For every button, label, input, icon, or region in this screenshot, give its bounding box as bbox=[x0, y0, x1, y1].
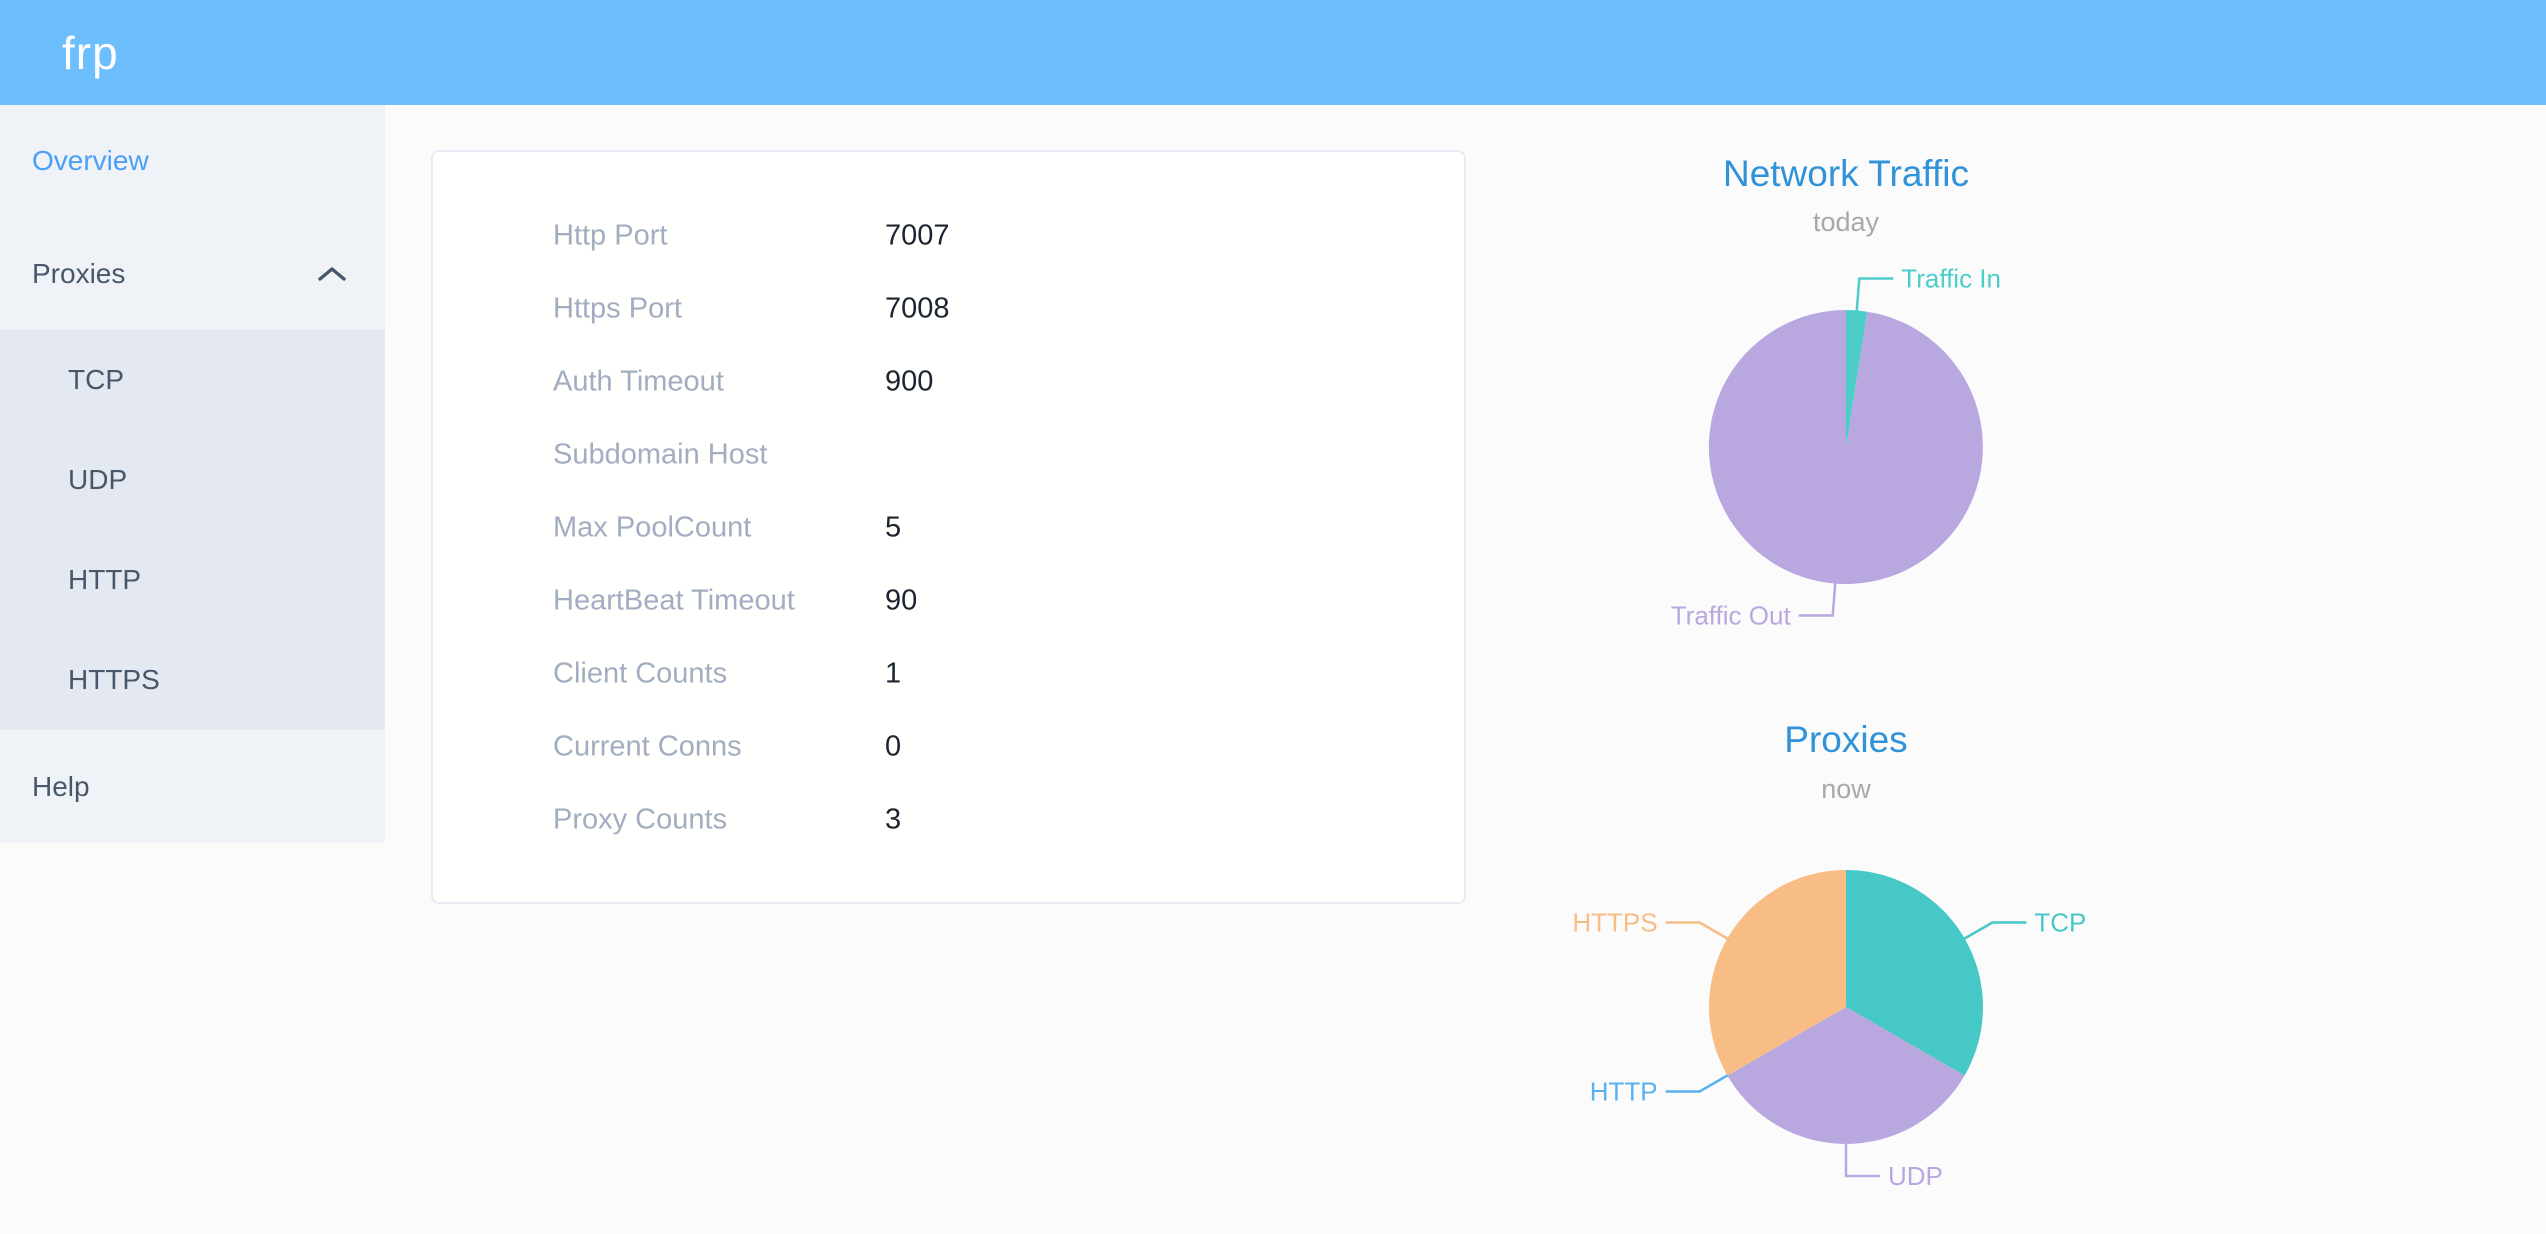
pie-label-tcp: TCP bbox=[2034, 908, 2086, 938]
table-row: Proxy Counts 3 bbox=[433, 783, 1464, 856]
pie-label-line-traffic-out bbox=[1798, 582, 1837, 617]
proxies-subtitle: now bbox=[1821, 774, 1871, 804]
row-label: Https Port bbox=[553, 292, 682, 324]
proxies-submenu: TCP UDP HTTP HTTPS bbox=[0, 330, 385, 730]
sidebar: Overview Proxies TCP UDP HTTP HT bbox=[0, 105, 385, 1234]
pie-slice-https[interactable] bbox=[1709, 870, 1846, 1076]
chevron-up-icon[interactable] bbox=[317, 266, 347, 282]
server-info-card: Http Port 7007 Https Port 7008 Auth Time… bbox=[431, 150, 1466, 904]
pie-label-line-udp bbox=[1844, 1143, 1880, 1178]
app-logo: frp bbox=[62, 26, 119, 79]
row-label: Max PoolCount bbox=[553, 511, 752, 543]
row-value: 7008 bbox=[885, 292, 950, 324]
sidebar-menu: Overview Proxies TCP UDP HTTP HT bbox=[0, 105, 385, 843]
table-row: Auth Timeout 900 bbox=[433, 345, 1464, 418]
sidebar-item-https[interactable]: HTTPS bbox=[0, 630, 385, 730]
row-label: Proxy Counts bbox=[553, 803, 728, 835]
row-value: 5 bbox=[885, 511, 902, 543]
sidebar-item-label: HTTPS bbox=[68, 664, 160, 695]
pie-label-line-tcp bbox=[1963, 921, 2027, 941]
table-row: Current Conns 0 bbox=[433, 710, 1464, 783]
sidebar-item-label: TCP bbox=[68, 364, 124, 395]
row-label: Subdomain Host bbox=[553, 438, 768, 470]
table-row: Http Port 7007 bbox=[433, 199, 1464, 272]
sidebar-item-overview[interactable]: Overview bbox=[0, 105, 385, 217]
row-value: 3 bbox=[885, 803, 902, 835]
network-traffic-title: Network Traffic bbox=[1722, 153, 1970, 194]
row-value: 0 bbox=[885, 730, 902, 762]
sidebar-item-label: UDP bbox=[68, 464, 128, 495]
pie-slice-udp[interactable] bbox=[1727, 1007, 1965, 1144]
pie-label-line-traffic-in bbox=[1855, 277, 1894, 312]
pie-slice-traffic-out[interactable] bbox=[1708, 309, 1983, 584]
row-label: Client Counts bbox=[553, 657, 728, 689]
app-header: frp bbox=[0, 0, 2546, 105]
row-value: 7007 bbox=[885, 219, 950, 251]
pie-label-http: HTTP bbox=[1590, 1077, 1658, 1107]
pie-label-line-https bbox=[1665, 921, 1729, 941]
row-label: Http Port bbox=[553, 219, 668, 251]
row-label: HeartBeat Timeout bbox=[553, 584, 795, 616]
row-label: Auth Timeout bbox=[553, 365, 724, 397]
row-value: 1 bbox=[885, 657, 902, 689]
pie-slice-tcp[interactable] bbox=[1846, 870, 1983, 1076]
table-row: Https Port 7008 bbox=[433, 272, 1464, 345]
row-label: Current Conns bbox=[553, 730, 742, 762]
table-row: Max PoolCount 5 bbox=[433, 491, 1464, 564]
proxies-title: Proxies bbox=[1784, 719, 1908, 760]
table-row: Client Counts 1 bbox=[433, 637, 1464, 710]
network-traffic-pie-chart[interactable]: Traffic In Traffic Out bbox=[1516, 240, 2176, 660]
pie-label-udp: UDP bbox=[1888, 1161, 1943, 1191]
pie-label-traffic-out: Traffic Out bbox=[1671, 601, 1792, 631]
sidebar-item-http[interactable]: HTTP bbox=[0, 530, 385, 630]
row-value: 900 bbox=[885, 365, 934, 397]
pie-label-https: HTTPS bbox=[1572, 908, 1657, 938]
network-traffic-subtitle: today bbox=[1812, 207, 1880, 237]
sidebar-item-udp[interactable]: UDP bbox=[0, 430, 385, 530]
table-row: HeartBeat Timeout 90 bbox=[433, 564, 1464, 637]
sidebar-item-help[interactable]: Help bbox=[0, 730, 385, 843]
pie-slice-traffic-in[interactable] bbox=[1846, 310, 1868, 447]
pie-label-line-http bbox=[1665, 1073, 1729, 1093]
row-value: 90 bbox=[885, 584, 918, 616]
proxies-pie-chart[interactable]: TCP UDP HTTP HTTPS bbox=[1516, 820, 2176, 1234]
sidebar-item-label: Proxies bbox=[32, 257, 126, 289]
sidebar-item-tcp[interactable]: TCP bbox=[0, 330, 385, 430]
sidebar-item-label: Help bbox=[32, 770, 90, 802]
sidebar-item-label: Overview bbox=[32, 145, 149, 176]
sidebar-item-label: HTTP bbox=[68, 564, 142, 595]
sidebar-item-proxies[interactable]: Proxies bbox=[0, 217, 385, 330]
pie-label-traffic-in: Traffic In bbox=[1901, 264, 2001, 294]
table-row: Subdomain Host bbox=[433, 418, 1464, 491]
